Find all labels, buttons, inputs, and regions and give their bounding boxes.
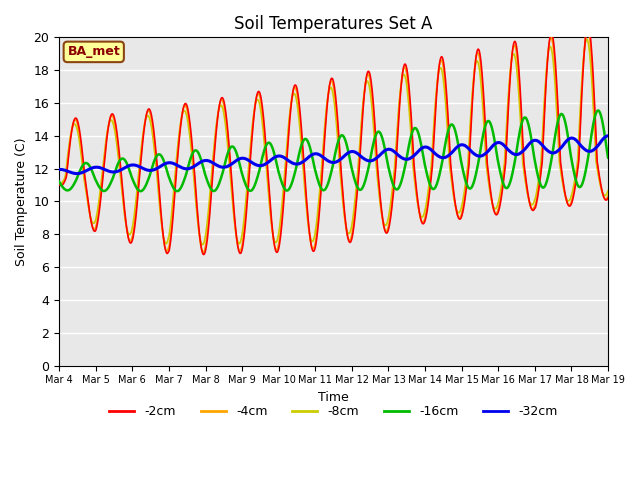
Line: -16cm: -16cm xyxy=(59,110,608,191)
-2cm xyxy=(586,33,594,39)
-16cm xyxy=(586,144,593,150)
-8cm xyxy=(82,185,90,191)
-32cm xyxy=(55,167,63,172)
Line: -32cm: -32cm xyxy=(59,136,608,174)
-32cm xyxy=(158,163,166,168)
-4cm xyxy=(284,140,291,146)
-4cm xyxy=(577,97,585,103)
-8cm xyxy=(586,58,594,63)
-32cm xyxy=(604,133,612,139)
Line: -4cm: -4cm xyxy=(59,30,608,252)
-4cm xyxy=(586,42,594,48)
-16cm xyxy=(82,160,90,166)
Line: -8cm: -8cm xyxy=(59,39,608,245)
-2cm xyxy=(55,182,63,188)
-16cm xyxy=(158,154,166,159)
-4cm xyxy=(200,249,207,255)
-2cm xyxy=(284,146,291,152)
-16cm xyxy=(595,108,602,113)
-32cm xyxy=(284,157,291,163)
-2cm xyxy=(577,105,585,111)
Legend: -2cm, -4cm, -8cm, -16cm, -32cm: -2cm, -4cm, -8cm, -16cm, -32cm xyxy=(104,400,563,423)
-8cm xyxy=(604,188,612,193)
-16cm xyxy=(604,155,612,160)
-16cm xyxy=(577,183,585,189)
-32cm xyxy=(586,148,593,154)
-32cm xyxy=(577,143,585,149)
-16cm xyxy=(284,188,291,193)
-2cm xyxy=(82,179,90,184)
-8cm xyxy=(157,216,165,222)
-2cm xyxy=(157,210,165,216)
-8cm xyxy=(380,218,387,224)
-4cm xyxy=(82,182,90,188)
-32cm xyxy=(73,171,81,177)
-4cm xyxy=(380,220,387,226)
-16cm xyxy=(136,188,144,194)
-2cm xyxy=(380,219,387,225)
-4cm xyxy=(604,193,612,199)
-4cm xyxy=(55,181,63,187)
Line: -2cm: -2cm xyxy=(59,25,608,254)
-16cm xyxy=(55,179,63,184)
X-axis label: Time: Time xyxy=(318,391,349,404)
Text: BA_met: BA_met xyxy=(67,46,120,59)
Title: Soil Temperatures Set A: Soil Temperatures Set A xyxy=(234,15,433,33)
-8cm xyxy=(198,242,206,248)
-2cm xyxy=(604,195,612,201)
-32cm xyxy=(380,149,387,155)
Y-axis label: Soil Temperature (C): Soil Temperature (C) xyxy=(15,137,28,266)
-8cm xyxy=(583,36,591,42)
-2cm xyxy=(200,252,208,257)
-4cm xyxy=(584,27,591,33)
-16cm xyxy=(380,138,387,144)
-32cm xyxy=(82,168,90,174)
-4cm xyxy=(157,214,165,220)
-2cm xyxy=(584,23,592,28)
-8cm xyxy=(55,180,63,186)
-8cm xyxy=(284,134,291,140)
-8cm xyxy=(577,89,585,95)
